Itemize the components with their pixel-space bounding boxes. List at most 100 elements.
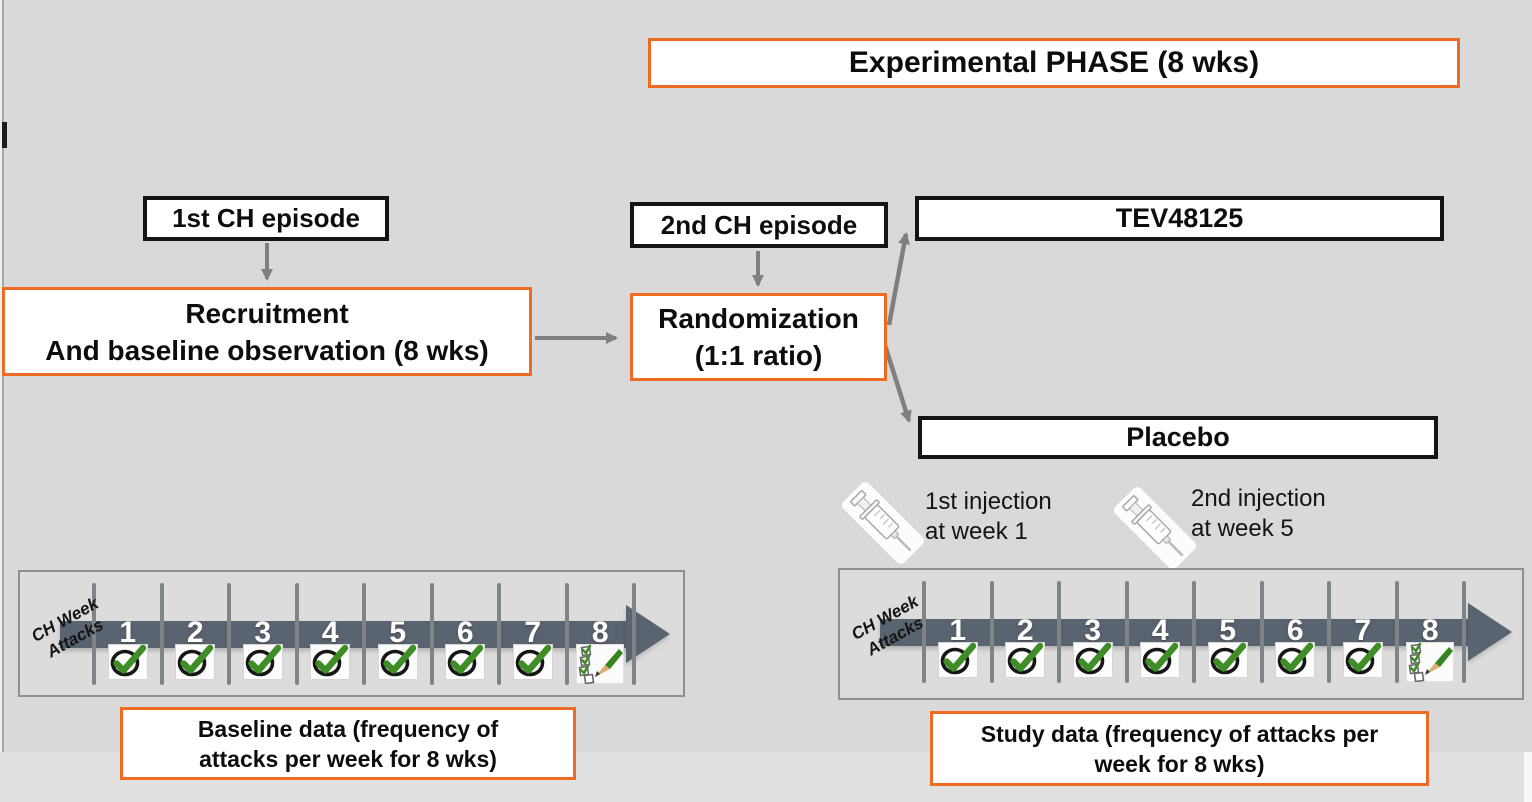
placebo-arm-box: Placebo: [918, 416, 1438, 459]
week-ticks: [922, 570, 1466, 698]
week-cell-5: 5: [1194, 570, 1262, 698]
week-cell-8: 8: [1397, 570, 1465, 698]
week-number: 7: [524, 616, 542, 649]
experimental-phase-box: Experimental PHASE (8 wks): [648, 38, 1460, 88]
timeline-track: 1 2 3 4 5 6 7 8: [922, 570, 1466, 698]
first-injection-line1: 1st injection: [925, 488, 1052, 515]
recruitment-label-line1: Recruitment: [185, 297, 349, 329]
week-tick: [1259, 581, 1264, 683]
week-number: 1: [119, 616, 137, 649]
week-number: 2: [186, 616, 204, 649]
week-tick: [362, 583, 366, 685]
week-cell-8: 8: [567, 572, 635, 695]
syringe-icon: [838, 478, 928, 568]
week-cells: 1 2 3 4 5 6 7 8: [924, 570, 1464, 698]
randomization-label-line2: (1:1 ratio): [694, 340, 823, 371]
week-number: 5: [389, 616, 407, 649]
check-icon: [377, 644, 418, 680]
check-icon: [107, 644, 148, 680]
first-injection-annotation: 1st injection at week 1: [925, 487, 1052, 547]
treatment-arm-box: TEV48125: [915, 196, 1444, 241]
recruitment-box: Recruitment And baseline observation (8 …: [2, 287, 532, 376]
week-cell-6: 6: [1262, 570, 1330, 698]
check-icon: [1005, 642, 1046, 678]
baseline-caption-line1: Baseline data (frequency of: [197, 715, 499, 742]
week-tick: [294, 583, 299, 685]
timeline-track: 1 2 3 4 5 6 7 8: [92, 572, 636, 695]
checklist-pencil-icon: [576, 644, 625, 684]
week-cell-5: 5: [364, 572, 432, 695]
check-icon: [175, 644, 216, 680]
check-icon: [1275, 642, 1316, 678]
check-icon: [1342, 642, 1383, 678]
study-timeline-panel: CH Week Attacks 1 2 3 4 5 6 7 8: [838, 568, 1524, 700]
week-tick: [1057, 581, 1061, 683]
first-injection-line2: at week 1: [925, 518, 1028, 545]
week-number: 5: [1219, 614, 1237, 647]
week-number: 8: [591, 616, 609, 649]
slide-edge-marker: [2, 122, 7, 148]
week-number: 3: [254, 616, 272, 649]
week-cell-4: 4: [297, 572, 365, 695]
first-ch-episode-label: 1st CH episode: [172, 203, 360, 233]
check-icon: [937, 642, 978, 678]
week-ticks: [92, 572, 636, 695]
check-icon: [310, 644, 351, 680]
week-tick: [922, 581, 926, 683]
slide-edge-light-column: [0, 0, 2, 802]
baseline-caption-box: Baseline data (frequency of attacks per …: [120, 707, 576, 780]
week-cell-4: 4: [1127, 570, 1195, 698]
timeline-arrow-body: [880, 619, 1472, 646]
second-injection-annotation: 2nd injection at week 5: [1191, 484, 1326, 544]
check-icon: [445, 644, 486, 680]
bottom-right-sliver: [1524, 752, 1532, 802]
week-cell-1: 1: [924, 570, 992, 698]
week-number: 3: [1084, 614, 1102, 647]
week-number: 7: [1354, 614, 1372, 647]
timeline-arrow-body: [60, 621, 630, 648]
placebo-arm-label: Placebo: [1126, 422, 1230, 452]
check-icon: [242, 644, 283, 680]
week-cell-3: 3: [1059, 570, 1127, 698]
randomization-box: Randomization (1:1 ratio): [630, 293, 887, 381]
study-caption-box: Study data (frequency of attacks per wee…: [930, 711, 1429, 786]
study-caption-line2: week for 8 wks): [1094, 750, 1265, 777]
check-icon: [1140, 642, 1181, 678]
week-number: 8: [1421, 614, 1439, 647]
first-ch-episode-box: 1st CH episode: [143, 196, 389, 241]
week-tick: [497, 583, 501, 685]
week-number: 6: [456, 616, 474, 649]
week-tick: [632, 583, 636, 685]
second-injection-line2: at week 5: [1191, 515, 1294, 542]
treatment-arm-label: TEV48125: [1115, 203, 1244, 233]
week-cell-6: 6: [432, 572, 500, 695]
week-cell-7: 7: [499, 572, 567, 695]
timeline-arrow-head: [1468, 603, 1512, 661]
week-number: 4: [1151, 614, 1169, 647]
baseline-timeline-panel: CH Week Attacks 1 2 3 4 5 6 7 8: [18, 570, 685, 697]
experimental-phase-label: Experimental PHASE (8 wks): [848, 46, 1260, 79]
recruitment-label-line2: And baseline observation (8 wks): [45, 334, 489, 366]
week-tick: [1394, 581, 1399, 683]
week-cells: 1 2 3 4 5 6 7 8: [94, 572, 634, 695]
syringe-icon: [1110, 483, 1200, 573]
check-icon: [1207, 642, 1248, 678]
week-tick: [159, 583, 164, 685]
week-number: 1: [949, 614, 967, 647]
check-icon: [1072, 642, 1113, 678]
week-cell-7: 7: [1329, 570, 1397, 698]
slide-edge-line: [2, 0, 4, 802]
second-injection-line1: 2nd injection: [1191, 485, 1326, 512]
week-tick: [1327, 581, 1331, 683]
study-caption-line1: Study data (frequency of attacks per: [980, 720, 1379, 747]
week-tick: [989, 581, 994, 683]
second-ch-episode-box: 2nd CH episode: [630, 202, 888, 248]
week-tick: [1462, 581, 1466, 683]
baseline-caption-line2: attacks per week for 8 wks): [199, 745, 497, 772]
week-tick: [429, 583, 434, 685]
week-number: 6: [1286, 614, 1304, 647]
checklist-pencil-icon: [1406, 642, 1455, 682]
week-number: 2: [1016, 614, 1034, 647]
week-tick: [1124, 581, 1129, 683]
